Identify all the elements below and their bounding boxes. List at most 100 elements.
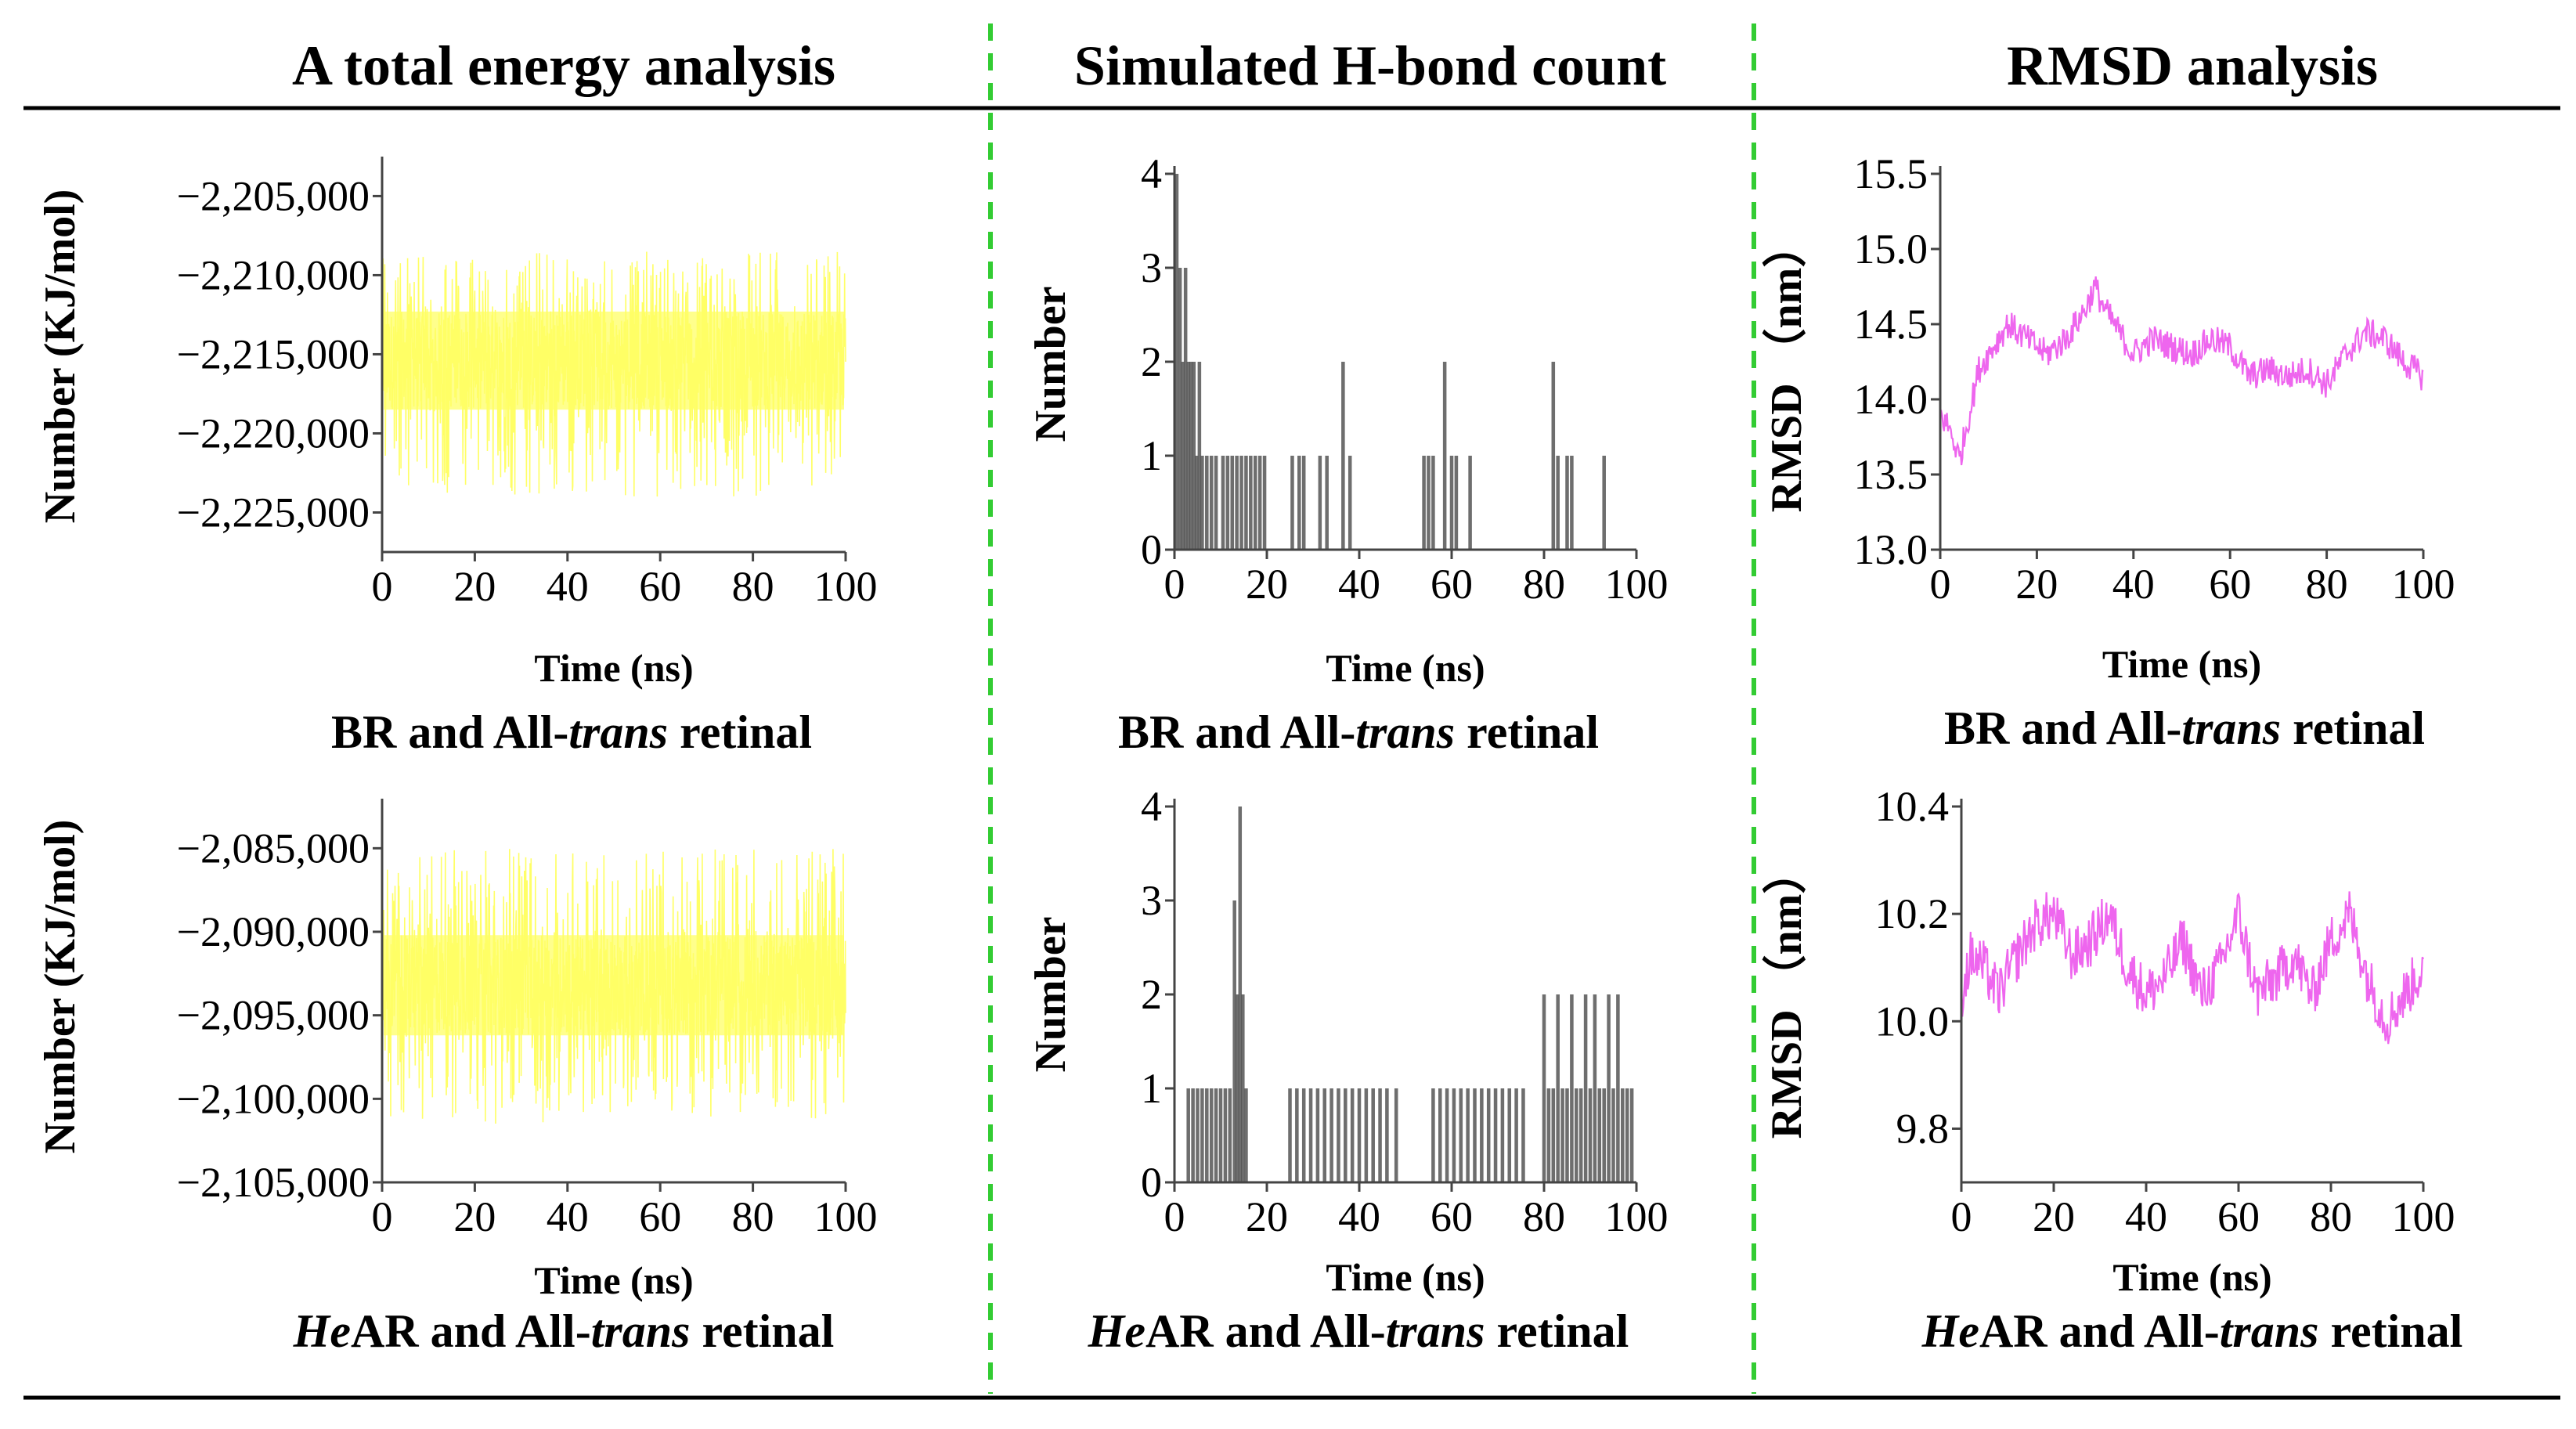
x-tick-label: 60	[2217, 1193, 2260, 1240]
hbond-bar	[1214, 1088, 1218, 1182]
hbond-bar	[1350, 1088, 1355, 1182]
y-tick-label: 2	[1141, 971, 1162, 1018]
y-tick-label: 10.2	[1875, 890, 1950, 937]
header-rmsd: RMSD analysis	[2007, 34, 2378, 97]
hbond-bar	[1297, 456, 1301, 550]
x-tick-label: 40	[2125, 1193, 2167, 1240]
y-tick-label: 4	[1141, 150, 1162, 197]
hbond-bar	[1223, 1088, 1228, 1182]
y-tick-label: 10.0	[1875, 998, 1950, 1045]
hbond-bar	[1473, 1088, 1477, 1182]
x-tick-label: 40	[2112, 561, 2155, 608]
hbond-bar	[1230, 456, 1235, 550]
energy-core-band	[384, 311, 844, 410]
hbond-bar	[1221, 456, 1225, 550]
hbond-bar	[1189, 362, 1193, 550]
hbond-bar	[1290, 456, 1294, 550]
x-tick-label: 40	[547, 1193, 589, 1240]
x-tick-label: 80	[732, 1193, 774, 1240]
hbond-bar	[1422, 456, 1426, 550]
y-axis-label: Number (KJ/mol)	[36, 820, 85, 1154]
x-tick-label: 20	[453, 563, 496, 610]
x-tick-label: 20	[2015, 561, 2058, 608]
hbond-bar	[1244, 1088, 1248, 1182]
hbond-bar	[1565, 1088, 1569, 1182]
hbond-bar	[1514, 1088, 1518, 1182]
hbond-bar	[1371, 1088, 1375, 1182]
hbond-bar	[1344, 1088, 1348, 1182]
y-tick-label: 1	[1141, 1065, 1162, 1112]
hbond-bar	[1325, 456, 1329, 550]
hbond-bar	[1394, 1088, 1398, 1182]
hbond-bar	[1262, 456, 1267, 550]
y-tick-label: 13.5	[1854, 451, 1928, 498]
hbond-bar	[1551, 362, 1556, 550]
y-tick-label: 1	[1141, 432, 1162, 479]
y-tick-label: 15.5	[1854, 150, 1928, 197]
hbond-bar	[1449, 456, 1454, 550]
hbond-bar	[1186, 362, 1190, 550]
hbond-bar	[1205, 456, 1209, 550]
hbond-bar	[1228, 1088, 1232, 1182]
energy-core-band	[384, 935, 844, 1036]
x-tick-label: 60	[2209, 561, 2251, 608]
hbond-bar	[1214, 456, 1218, 550]
hbond-bar	[1341, 362, 1345, 550]
x-tick-label: 80	[1523, 1193, 1565, 1240]
x-tick-label: 100	[1605, 1193, 1669, 1240]
hbond-bar	[1238, 807, 1243, 1182]
hbond-bar	[1454, 456, 1459, 550]
y-tick-label: 14.0	[1854, 376, 1928, 423]
hbond-bar	[1244, 456, 1248, 550]
x-axis-label: Time (ns)	[1326, 1255, 1485, 1299]
hbond-bar	[1570, 456, 1574, 550]
hbond-bar	[1301, 1088, 1306, 1182]
rmsd-hear-chart: 0 20 40 60 80 100 9.8 10.0 10.2 10.4 Time (ns) RMSD…	[1762, 783, 2455, 1299]
y-axis-label: Number	[1026, 916, 1075, 1072]
y-tick-label: −2,085,000	[177, 825, 370, 871]
hbond-bar	[1315, 1088, 1320, 1182]
x-tick-label: 0	[1164, 1193, 1185, 1240]
caption-energy-top: BR and All-trans retinal	[331, 706, 812, 758]
hbond-bar	[1480, 1088, 1484, 1182]
hbond-bar	[1466, 1088, 1470, 1182]
x-tick-label: 100	[2392, 561, 2455, 608]
y-tick-label: 9.8	[1896, 1105, 1950, 1152]
hbond-bar	[1438, 1088, 1442, 1182]
hbond-bar	[1385, 1088, 1389, 1182]
rmsd-series-line	[1939, 276, 2424, 466]
y-tick-label: 14.5	[1854, 301, 1928, 348]
hbond-bar	[1556, 994, 1560, 1182]
hbond-bar	[1186, 1088, 1190, 1182]
hbond-bar	[1232, 900, 1236, 1182]
hbond-bar	[1621, 1088, 1625, 1182]
hbond-bar	[1239, 456, 1243, 550]
hbond-bar	[1364, 1088, 1369, 1182]
caption-hbond-top: BR and All-trans retinal	[1118, 706, 1599, 758]
hbond-bar	[1225, 456, 1230, 550]
x-tick-label: 100	[814, 1193, 878, 1240]
x-tick-label: 80	[732, 563, 774, 610]
hbond-bar	[1629, 1088, 1634, 1182]
hbond-bar	[1241, 994, 1245, 1182]
hbond-bar	[1597, 1088, 1602, 1182]
hbond-bar	[1209, 1088, 1214, 1182]
hbond-bar	[1486, 1088, 1491, 1182]
x-tick-label: 60	[639, 563, 681, 610]
x-tick-label: 0	[372, 563, 393, 610]
hbond-bar	[1431, 1088, 1435, 1182]
y-tick-label: 15.0	[1854, 226, 1928, 272]
hbond-bar	[1200, 456, 1204, 550]
x-tick-label: 20	[453, 1193, 496, 1240]
hbond-bar	[1459, 1088, 1463, 1182]
x-axis-label: Time (ns)	[1326, 646, 1485, 690]
y-tick-label: 0	[1141, 526, 1162, 573]
y-tick-label: −2,210,000	[177, 251, 370, 298]
hbond-bar	[1452, 1088, 1456, 1182]
hbond-bar	[1565, 456, 1569, 550]
y-axis-label: RMSD （nm）	[1762, 224, 1811, 513]
hbond-bar	[1322, 1088, 1327, 1182]
x-tick-label: 20	[1246, 1193, 1288, 1240]
